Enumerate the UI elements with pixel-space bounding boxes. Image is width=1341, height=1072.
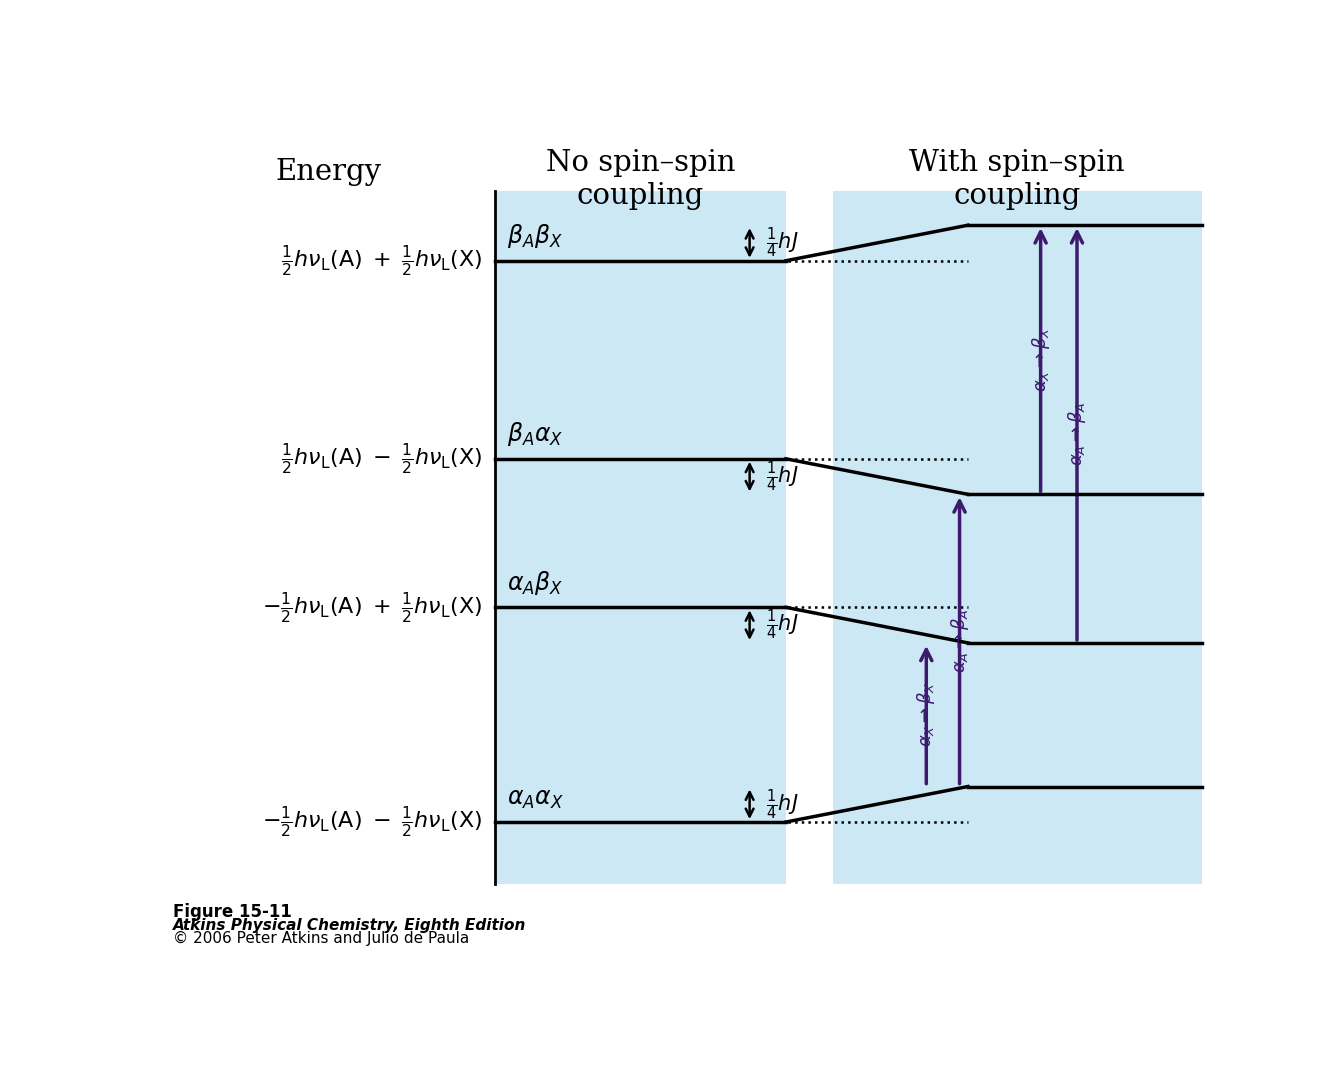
- Text: Atkins Physical Chemistry, Eighth Edition: Atkins Physical Chemistry, Eighth Editio…: [173, 918, 526, 933]
- Text: $-\frac{1}{2}h\nu_\mathrm{L}(\mathrm{A})\;+\;\frac{1}{2}h\nu_\mathrm{L}(\mathrm{: $-\frac{1}{2}h\nu_\mathrm{L}(\mathrm{A})…: [263, 590, 483, 625]
- Text: $\beta_A\alpha_X$: $\beta_A\alpha_X$: [507, 420, 563, 448]
- Text: $\beta_A\beta_X$: $\beta_A\beta_X$: [507, 222, 563, 250]
- Text: Figure 15-11: Figure 15-11: [173, 903, 292, 921]
- Text: $\alpha_X \rightarrow \beta_X$: $\alpha_X \rightarrow \beta_X$: [916, 682, 937, 747]
- Text: $\frac{1}{4}hJ$: $\frac{1}{4}hJ$: [766, 787, 799, 821]
- Text: $\alpha_A \rightarrow \beta_A$: $\alpha_A \rightarrow \beta_A$: [1066, 402, 1088, 466]
- Text: $\alpha_A \rightarrow \beta_A$: $\alpha_A \rightarrow \beta_A$: [948, 608, 971, 672]
- Bar: [495, 191, 786, 884]
- Bar: [833, 191, 1202, 884]
- Text: $\frac{1}{2}h\nu_\mathrm{L}(\mathrm{A})\;+\;\frac{1}{2}h\nu_\mathrm{L}(\mathrm{X: $\frac{1}{2}h\nu_\mathrm{L}(\mathrm{A})\…: [282, 243, 483, 278]
- Text: $\alpha_A\alpha_X$: $\alpha_A\alpha_X$: [507, 788, 565, 812]
- Text: $\frac{1}{2}h\nu_\mathrm{L}(\mathrm{A})\;-\;\frac{1}{2}h\nu_\mathrm{L}(\mathrm{X: $\frac{1}{2}h\nu_\mathrm{L}(\mathrm{A})\…: [282, 442, 483, 476]
- Text: © 2006 Peter Atkins and Julio de Paula: © 2006 Peter Atkins and Julio de Paula: [173, 930, 469, 946]
- Text: $\alpha_A\beta_X$: $\alpha_A\beta_X$: [507, 568, 563, 597]
- Text: $\frac{1}{4}hJ$: $\frac{1}{4}hJ$: [766, 459, 799, 494]
- Text: No spin–spin
coupling: No spin–spin coupling: [546, 149, 735, 210]
- Text: $\alpha_X \rightarrow \beta_X$: $\alpha_X \rightarrow \beta_X$: [1030, 327, 1051, 392]
- Text: Energy: Energy: [276, 158, 382, 185]
- Text: $\frac{1}{4}hJ$: $\frac{1}{4}hJ$: [766, 608, 799, 642]
- Text: $\frac{1}{4}hJ$: $\frac{1}{4}hJ$: [766, 226, 799, 260]
- Text: $-\frac{1}{2}h\nu_\mathrm{L}(\mathrm{A})\;-\;\frac{1}{2}h\nu_\mathrm{L}(\mathrm{: $-\frac{1}{2}h\nu_\mathrm{L}(\mathrm{A})…: [263, 805, 483, 839]
- Text: With spin–spin
coupling: With spin–spin coupling: [909, 149, 1125, 210]
